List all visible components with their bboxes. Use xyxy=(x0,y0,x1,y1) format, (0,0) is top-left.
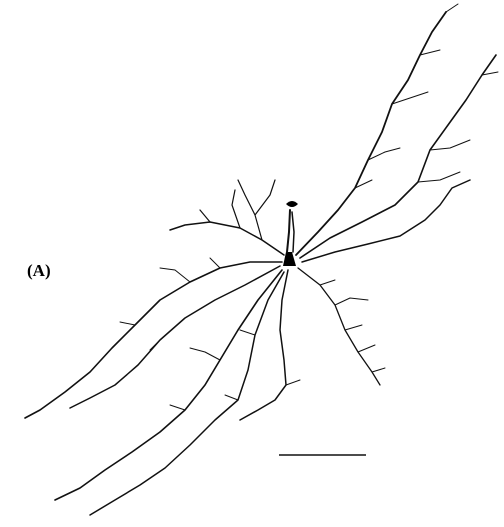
soma xyxy=(283,252,296,266)
dendrite-branch xyxy=(120,258,220,350)
dendrite xyxy=(170,222,284,255)
page: (A) (() => { const data = JSON.parse(doc… xyxy=(0,0,504,527)
process xyxy=(287,210,290,252)
dendrite xyxy=(296,12,446,255)
figure: (A) xyxy=(0,0,504,527)
dendrite xyxy=(90,272,284,515)
process xyxy=(292,212,294,252)
process-end xyxy=(286,201,298,207)
dendrite xyxy=(300,55,496,258)
dendrite-branch xyxy=(200,180,275,240)
dendrite xyxy=(70,266,280,408)
panel-label: (A) xyxy=(27,261,51,280)
dendrite-branch xyxy=(170,330,255,410)
dendrite xyxy=(298,268,380,385)
